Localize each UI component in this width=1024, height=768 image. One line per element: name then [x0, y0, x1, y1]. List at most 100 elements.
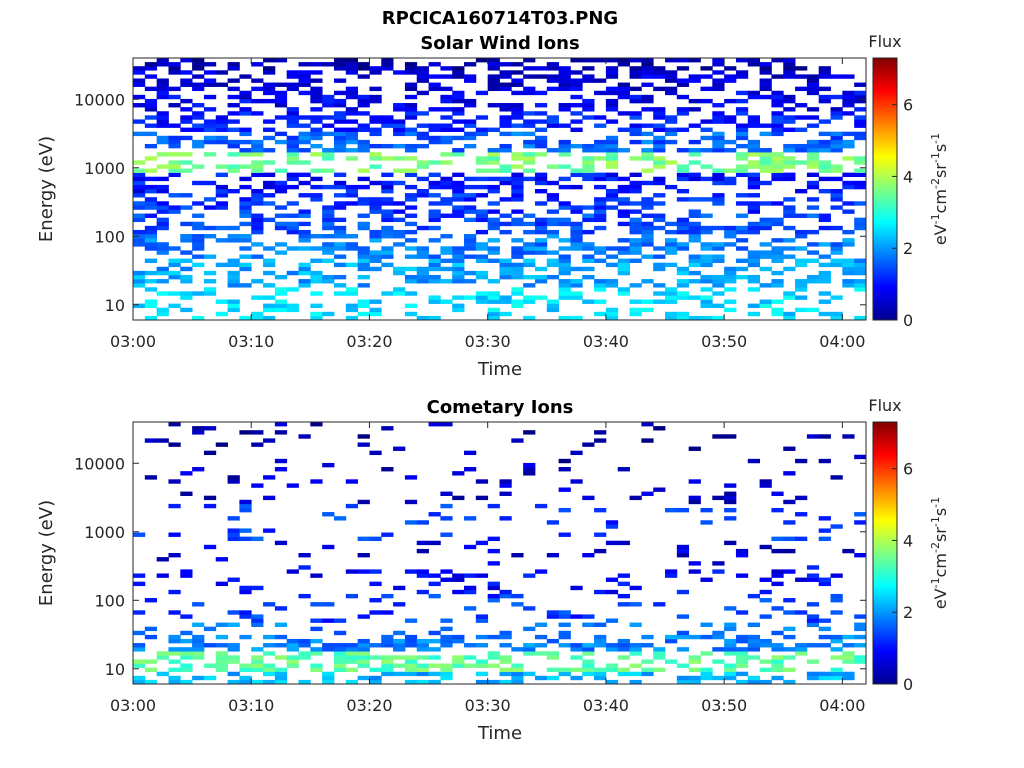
heatmap-cell: [783, 238, 796, 243]
heatmap-cell: [617, 197, 630, 202]
heatmap-cell: [854, 221, 867, 227]
heatmap-cell: [404, 107, 418, 112]
heatmap-cell: [735, 651, 749, 656]
heatmap-cell: [168, 479, 181, 484]
heatmap-cell: [393, 103, 406, 108]
heatmap-cell: [168, 123, 181, 128]
heatmap-cell: [251, 254, 264, 259]
heatmap-cell: [854, 82, 867, 87]
heatmap-cell: [830, 131, 843, 137]
heatmap-cell: [605, 667, 619, 673]
heatmap-cell: [594, 507, 607, 513]
heatmap-cell: [251, 663, 264, 668]
heatmap-cell: [227, 238, 240, 243]
heatmap-cell: [322, 103, 335, 108]
heatmap-cell: [806, 573, 820, 578]
heatmap-cell: [156, 279, 169, 284]
heatmap-cell: [783, 548, 796, 554]
heatmap-cell: [688, 659, 701, 664]
heatmap-cell: [428, 201, 441, 206]
heatmap-cell: [263, 679, 276, 685]
heatmap-cell: [487, 258, 500, 263]
heatmap-cell: [617, 238, 630, 243]
heatmap-cell: [286, 143, 299, 149]
heatmap-cell: [475, 131, 489, 137]
heatmap-cell: [617, 127, 630, 132]
heatmap-cell: [795, 458, 808, 464]
heatmap-cell: [570, 119, 583, 124]
heatmap-cell: [251, 62, 264, 67]
heatmap-cell: [263, 86, 276, 92]
heatmap-cell: [239, 499, 252, 505]
heatmap-cell: [629, 94, 642, 100]
heatmap-cell: [534, 622, 548, 627]
heatmap-cell: [783, 98, 796, 104]
heatmap-cell: [712, 78, 725, 83]
heatmap-cell: [357, 299, 370, 304]
heatmap-cell: [558, 634, 571, 640]
heatmap-cell: [605, 135, 619, 141]
heatmap-cell: [771, 491, 784, 496]
heatmap-cell: [310, 270, 323, 276]
heatmap-cell: [511, 156, 524, 161]
heatmap-cell: [747, 675, 760, 681]
heatmap-cell: [511, 238, 524, 243]
heatmap-cell: [546, 520, 560, 525]
heatmap-cell: [393, 630, 406, 636]
heatmap-cell: [759, 164, 772, 169]
heatmap-cell: [842, 258, 855, 263]
heatmap-cell: [818, 66, 831, 71]
heatmap-cell: [546, 274, 560, 280]
heatmap-cell: [345, 262, 359, 268]
heatmap-cell: [369, 229, 382, 235]
heatmap-cell: [192, 254, 205, 259]
heatmap-cell: [215, 238, 228, 243]
heatmap-cell: [830, 197, 843, 202]
heatmap-cell: [310, 315, 323, 321]
heatmap-cell: [830, 315, 843, 321]
heatmap-cell: [665, 634, 678, 640]
heatmap-cell: [806, 577, 820, 582]
heatmap-cell: [227, 262, 240, 268]
heatmap-cell: [842, 655, 855, 660]
heatmap-cell: [688, 74, 701, 79]
heatmap-cell: [724, 299, 737, 304]
heatmap-cell: [381, 123, 394, 128]
heatmap-cell: [783, 205, 796, 210]
heatmap-cell: [735, 610, 749, 615]
colorbar-tick-label: 6: [903, 460, 913, 479]
heatmap-cell: [168, 647, 181, 652]
heatmap-cell: [251, 152, 264, 157]
heatmap-cell: [404, 86, 418, 92]
heatmap-cell: [416, 189, 429, 194]
heatmap-cell: [192, 221, 205, 227]
heatmap-cell: [546, 115, 560, 120]
heatmap-cell: [416, 540, 429, 546]
heatmap-cell: [783, 213, 796, 218]
heatmap-cell: [227, 270, 240, 276]
heatmap-cell: [605, 663, 619, 668]
heatmap-cell: [345, 659, 359, 664]
heatmap-cell: [404, 193, 418, 198]
heatmap-cell: [345, 156, 359, 161]
heatmap-cell: [653, 74, 666, 79]
heatmap-cell: [570, 614, 583, 619]
heatmap-cell: [215, 205, 228, 210]
heatmap-cell: [582, 74, 595, 79]
heatmap-cell: [393, 585, 406, 591]
heatmap-cell: [168, 553, 181, 558]
heatmap-cell: [239, 205, 252, 210]
heatmap-cell: [168, 422, 181, 427]
heatmap-cell: [641, 667, 654, 673]
heatmap-cell: [452, 254, 465, 259]
heatmap-cell: [629, 123, 642, 128]
heatmap-cell: [215, 262, 228, 268]
heatmap-cell: [854, 512, 867, 517]
heatmap-cell: [464, 246, 477, 251]
heatmap-cell: [263, 667, 276, 673]
heatmap-cell: [286, 115, 299, 120]
heatmap-cell: [629, 229, 642, 235]
heatmap-cell: [617, 638, 630, 644]
heatmap-cell: [428, 655, 441, 660]
heatmap-cell: [842, 242, 855, 247]
